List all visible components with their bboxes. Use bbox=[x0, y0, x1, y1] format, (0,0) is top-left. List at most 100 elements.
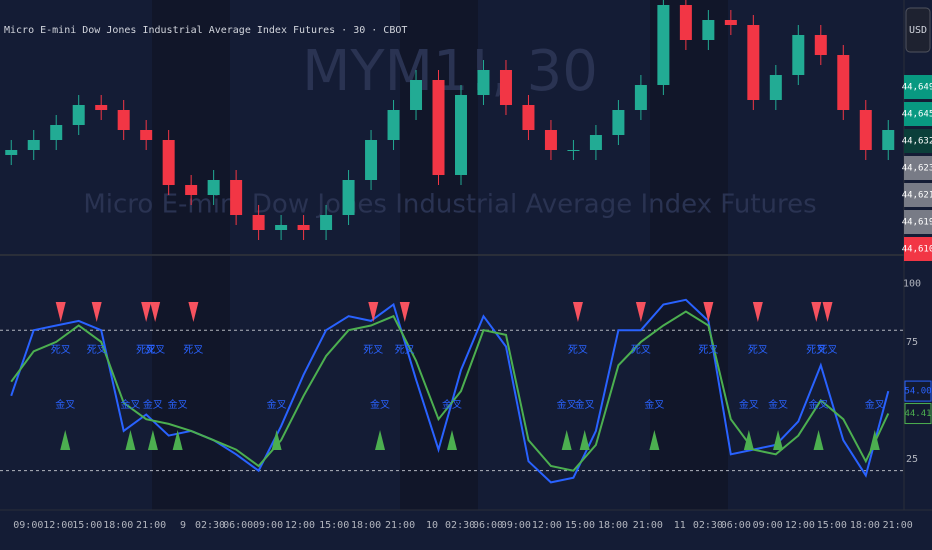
chart-title: Micro E-mini Dow Jones Industrial Averag… bbox=[4, 25, 407, 36]
sell-marker bbox=[141, 302, 152, 322]
signal-label: 死叉 bbox=[818, 344, 838, 356]
price-tag-label: 44,621 bbox=[902, 191, 932, 201]
x-tick-label: 21:00 bbox=[883, 520, 913, 531]
last-value-tag bbox=[904, 380, 932, 402]
signal-label: 金叉 bbox=[370, 398, 390, 411]
x-tick-label: 18:00 bbox=[598, 520, 628, 531]
buy-marker bbox=[813, 430, 824, 450]
candle-body bbox=[297, 225, 310, 230]
sell-marker bbox=[822, 302, 833, 322]
buy-marker bbox=[649, 430, 660, 450]
signal-label: 金叉 bbox=[557, 398, 577, 411]
signal-label: 金叉 bbox=[809, 398, 829, 411]
sell-marker bbox=[91, 302, 102, 322]
candle-body bbox=[320, 215, 333, 230]
signal-label: 金叉 bbox=[865, 398, 885, 411]
x-tick-label: 15:00 bbox=[319, 520, 349, 531]
signal-label: 死叉 bbox=[395, 344, 415, 356]
candle-body bbox=[679, 5, 692, 40]
signal-label: 金叉 bbox=[168, 398, 188, 411]
signal-label: 死叉 bbox=[806, 344, 826, 356]
x-tick-label: 02:30 bbox=[693, 520, 723, 531]
candle-body bbox=[814, 35, 827, 55]
x-tick-label: 02:30 bbox=[195, 520, 225, 531]
y-tick-label: 25 bbox=[906, 454, 918, 465]
x-tick-label: 21:00 bbox=[136, 520, 166, 531]
signal-label: 金叉 bbox=[442, 398, 462, 411]
candle-body bbox=[95, 105, 108, 110]
sell-marker bbox=[635, 302, 646, 322]
signal-label: 死叉 bbox=[698, 344, 718, 356]
currency: USD bbox=[909, 25, 927, 36]
x-tick-label: 12:00 bbox=[532, 520, 562, 531]
x-tick-label: 09:00 bbox=[13, 520, 43, 531]
buy-marker bbox=[561, 430, 572, 450]
indicator-line bbox=[10, 298, 890, 484]
buy-marker bbox=[743, 430, 754, 450]
signal-label: 金叉 bbox=[739, 398, 759, 411]
signal-label: 死叉 bbox=[136, 344, 156, 356]
candle-body bbox=[747, 25, 760, 100]
buy-marker bbox=[125, 430, 136, 450]
candle-body bbox=[5, 150, 18, 155]
watermark-subtitle: Micro E-mini Dow Jones Industrial Averag… bbox=[83, 190, 816, 220]
candle-body bbox=[882, 130, 895, 150]
x-tick-label: 11 bbox=[674, 520, 686, 531]
price-tag-label: 44,649 bbox=[902, 83, 932, 93]
buy-marker bbox=[579, 430, 590, 450]
signal-label: 死叉 bbox=[631, 344, 651, 356]
x-tick-label: 21:00 bbox=[633, 520, 663, 531]
candle-body bbox=[859, 110, 872, 150]
price-tag bbox=[904, 129, 932, 153]
candle-body bbox=[162, 140, 175, 185]
currency-box[interactable] bbox=[905, 7, 931, 53]
price-tag bbox=[904, 237, 932, 261]
candle-body bbox=[837, 55, 850, 110]
candle-body bbox=[27, 140, 40, 150]
x-tick-label: 09:00 bbox=[501, 520, 531, 531]
sell-marker bbox=[188, 302, 199, 322]
buy-marker bbox=[869, 430, 880, 450]
price-tag bbox=[904, 102, 932, 126]
signal-label: 死叉 bbox=[363, 344, 383, 356]
candle-body bbox=[117, 110, 130, 130]
candle-body bbox=[634, 85, 647, 110]
x-tick-label: 15:00 bbox=[565, 520, 595, 531]
x-tick-label: 9 bbox=[180, 520, 186, 531]
x-tick-label: 06:00 bbox=[223, 520, 253, 531]
buy-marker bbox=[271, 430, 282, 450]
x-tick-label: 02:30 bbox=[445, 520, 475, 531]
candle-body bbox=[657, 5, 670, 85]
x-tick-label: 18:00 bbox=[103, 520, 133, 531]
price-tag bbox=[904, 210, 932, 234]
candle-body bbox=[702, 20, 715, 40]
price-tag-label: 44,619 bbox=[902, 218, 932, 228]
signal-label: 死叉 bbox=[51, 344, 71, 356]
signal-label: 金叉 bbox=[768, 398, 788, 411]
x-tick-label: 18:00 bbox=[850, 520, 880, 531]
x-tick-label: 15:00 bbox=[817, 520, 847, 531]
signal-label: 金叉 bbox=[143, 398, 163, 411]
sell-marker bbox=[572, 302, 583, 322]
signal-label: 死叉 bbox=[87, 344, 107, 356]
price-tag-label: 44,632 bbox=[902, 137, 932, 147]
signal-label: 死叉 bbox=[145, 344, 165, 356]
buy-marker bbox=[375, 430, 386, 450]
price-tag bbox=[904, 183, 932, 207]
signal-label: 金叉 bbox=[644, 398, 664, 411]
y-tick-label: 100 bbox=[903, 278, 921, 289]
x-tick-label: 18:00 bbox=[351, 520, 381, 531]
signal-label: 金叉 bbox=[575, 398, 595, 411]
candle-body bbox=[792, 35, 805, 75]
x-tick-label: 15:00 bbox=[72, 520, 102, 531]
candle-body bbox=[72, 105, 85, 125]
candle-body bbox=[50, 125, 63, 140]
buy-marker bbox=[447, 430, 457, 450]
x-tick-label: 06:00 bbox=[721, 520, 751, 531]
candle-body bbox=[275, 225, 288, 230]
x-tick-label: 10 bbox=[426, 520, 438, 531]
candle-body bbox=[185, 185, 198, 195]
signal-label: 金叉 bbox=[267, 398, 287, 411]
candle-body bbox=[140, 130, 153, 140]
